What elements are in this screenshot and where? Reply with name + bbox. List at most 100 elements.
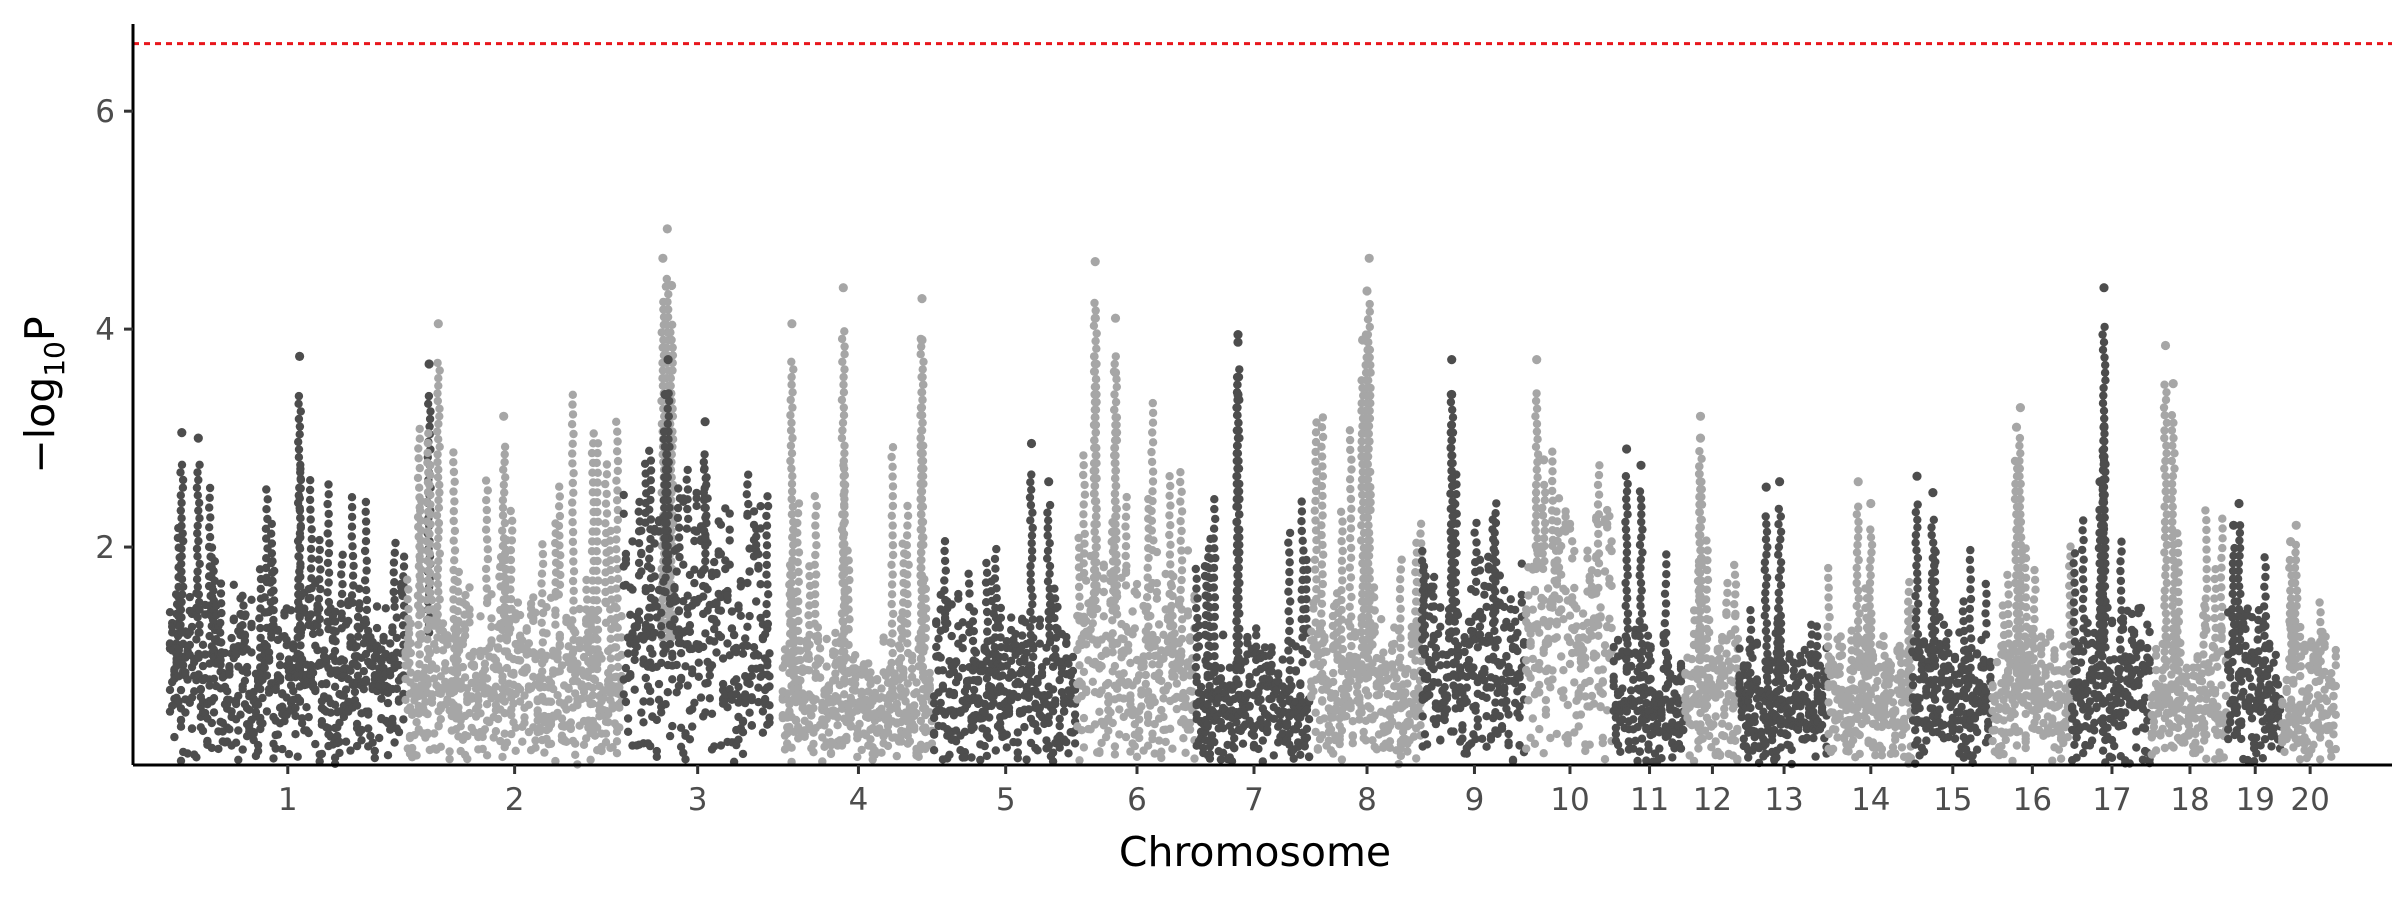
snp-point: [389, 587, 398, 597]
peak-snp-point: [1090, 313, 1100, 323]
snp-point: [675, 543, 684, 552]
snp-point: [1168, 744, 1177, 753]
snp-point: [174, 697, 183, 706]
snp-point: [666, 328, 675, 337]
snp-point: [335, 737, 344, 747]
snp-point: [1110, 359, 1119, 369]
snp-point: [368, 738, 377, 747]
snp-point: [195, 460, 204, 469]
snp-point: [747, 671, 756, 680]
snp-point: [515, 610, 525, 620]
snp-point: [969, 723, 978, 732]
snp-point: [1163, 681, 1173, 691]
snp-point: [1090, 481, 1099, 491]
snp-point: [1075, 756, 1084, 765]
snp-point: [295, 529, 305, 538]
snp-point: [973, 675, 983, 685]
snp-point: [1286, 597, 1295, 606]
snp-point: [330, 646, 340, 656]
snp-point: [434, 534, 443, 543]
snp-point: [660, 480, 669, 490]
snp-point: [1110, 596, 1119, 605]
snp-point: [1132, 579, 1142, 589]
snp-point: [256, 623, 265, 633]
snp-point: [555, 633, 564, 643]
snp-point: [813, 623, 823, 632]
snp-point: [193, 468, 202, 477]
snp-point: [1132, 590, 1142, 599]
snp-point: [637, 708, 646, 717]
snp-point: [1176, 477, 1185, 487]
snp-point: [1112, 558, 1122, 567]
snp-point: [840, 365, 849, 374]
snp-point: [507, 536, 517, 545]
snp-point: [762, 521, 772, 530]
snp-point: [1028, 523, 1037, 533]
snp-point: [1176, 536, 1185, 545]
snp-point: [716, 606, 726, 615]
snp-point: [427, 698, 437, 707]
snp-point: [1216, 664, 1226, 673]
snp-point: [621, 697, 631, 707]
snp-point: [416, 604, 425, 614]
snp-point: [699, 592, 708, 601]
snp-point: [414, 454, 423, 463]
snp-point: [602, 489, 611, 499]
snp-point: [815, 644, 825, 653]
snp-point: [296, 460, 305, 469]
snp-point: [707, 661, 717, 670]
snp-point: [917, 487, 927, 496]
snp-point: [531, 743, 540, 752]
snp-point: [294, 391, 304, 401]
snp-point: [1064, 749, 1073, 758]
snp-point: [613, 574, 623, 583]
snp-point: [324, 724, 333, 733]
snp-point: [763, 661, 772, 670]
snp-point: [296, 475, 306, 485]
snp-point: [1079, 568, 1089, 578]
snp-point: [660, 534, 669, 543]
snp-point: [364, 724, 373, 733]
snp-point: [916, 563, 925, 572]
snp-point: [460, 631, 470, 640]
snp-point: [569, 547, 578, 556]
snp-point: [500, 450, 509, 459]
snp-point: [916, 510, 926, 519]
snp-point: [1210, 652, 1219, 661]
snp-point: [323, 499, 332, 509]
snp-point: [1079, 510, 1088, 519]
snp-point: [887, 639, 896, 648]
peak-snp-point: [838, 283, 848, 293]
snp-point: [634, 539, 644, 548]
snp-point: [377, 694, 386, 703]
snp-point: [725, 536, 734, 545]
snp-point: [668, 721, 677, 731]
snp-point: [1089, 321, 1099, 330]
snp-point: [839, 555, 848, 565]
snp-point: [482, 505, 491, 515]
snp-point: [178, 590, 187, 599]
snp-point: [264, 654, 274, 663]
snp-point: [392, 633, 401, 643]
snp-point: [592, 458, 601, 468]
snp-point: [568, 508, 577, 517]
snp-point: [958, 633, 967, 643]
snp-point: [917, 647, 927, 656]
snp-point: [554, 590, 563, 599]
snp-point: [314, 594, 324, 604]
snp-point: [553, 691, 562, 700]
snp-point: [538, 589, 547, 598]
snp-point: [229, 580, 238, 589]
snp-point: [940, 546, 949, 556]
snp-point: [294, 491, 303, 500]
snp-point: [178, 529, 187, 538]
snp-point: [260, 663, 269, 672]
snp-point: [701, 557, 710, 566]
snp-point: [253, 700, 263, 709]
snp-point: [982, 751, 992, 761]
snp-point: [745, 611, 754, 621]
snp-point: [474, 701, 483, 710]
snp-point: [725, 560, 734, 569]
snp-point: [1232, 403, 1241, 412]
snp-point: [888, 531, 897, 540]
